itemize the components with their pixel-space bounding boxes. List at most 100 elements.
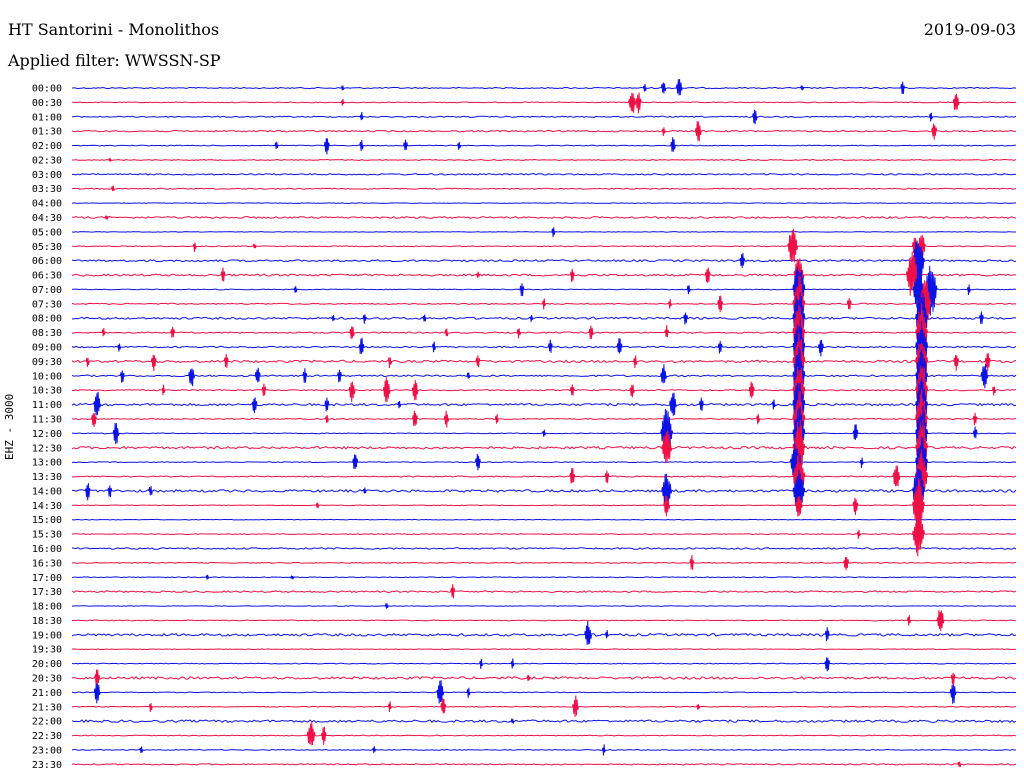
trace-line [71,417,1017,421]
tick-label: 17:30 [32,587,62,598]
event-burst [978,311,984,324]
event-burst [551,227,556,238]
tick-label: 17:00 [32,573,62,584]
event-burst [254,367,261,383]
trace-line [71,691,1017,694]
event-burst [384,602,389,609]
tick-label: 05:30 [32,242,62,253]
trace-line [71,259,1017,263]
event-burst [510,717,515,725]
event-burst [403,139,408,151]
trace-line [71,345,1017,349]
event-burst [466,372,471,379]
event-burst [110,185,115,192]
tick-label: 09:00 [32,343,62,354]
event-burst [683,312,689,325]
event-burst [824,657,831,672]
event-burst [663,495,671,517]
event-burst [670,137,676,152]
trace-line [71,158,1017,161]
trace-line [71,129,1017,133]
event-burst [274,141,279,149]
trace-line [71,231,1017,233]
trace-line [71,475,1017,478]
event-burst [223,353,229,368]
trace-line [71,461,1017,464]
tick-label: 01:00 [32,112,62,123]
tick-label-group: 00:00 00:30 01:00 01:30 02:00 02:30 03:00 03:30… [32,84,62,771]
tick-label: 08:30 [32,328,62,339]
event-burst [984,353,991,371]
event-burst [519,283,525,297]
event-burst [616,338,623,354]
event-burst [542,429,546,437]
event-burst [324,397,330,412]
event-burst [800,84,804,92]
event-burst [661,473,673,510]
event-burst [251,397,258,414]
event-burst [107,157,112,163]
trace-line [71,101,1017,104]
event-burst [510,658,515,669]
trace-line [71,518,1017,521]
tick-label: 04:30 [32,213,62,224]
event-burst [93,682,101,704]
tick-label: 02:30 [32,155,62,166]
trace-line [71,389,1017,392]
event-burst [949,684,957,704]
event-burst [915,349,929,404]
event-burst [794,495,803,517]
tick-label: 18:30 [32,616,62,627]
event-burst [931,123,938,140]
event-burst [604,630,609,639]
event-burst [112,422,120,445]
event-burst [852,424,859,440]
event-burst [359,139,364,152]
trace-line [71,763,1017,766]
event-burst [980,363,989,389]
tick-label: 08:00 [32,314,62,325]
tick-label: 09:30 [32,357,62,368]
event-burst [94,669,101,688]
event-burst [601,744,606,756]
event-burst [474,453,481,471]
event-burst [824,627,830,642]
event-burst [362,487,367,494]
event-burst [660,82,667,94]
event-burst [148,703,153,712]
event-burst [84,483,91,501]
event-burst [661,430,673,464]
trace-line [71,489,1017,493]
trace-line [71,705,1017,708]
trace-line [71,590,1017,594]
trace-line [71,719,1017,724]
station-title: HT Santorini - Monolithos [8,20,220,39]
event-burst [494,414,499,424]
event-burst [359,112,364,121]
event-burst [382,377,391,403]
trace-line [71,173,1017,176]
event-burst [717,340,723,354]
event-burst [771,399,776,410]
event-burst [542,298,546,310]
event-burst [170,326,176,338]
channel-label: EHZ - 3000 [3,393,16,460]
event-burst [642,83,647,92]
trace-line [71,187,1017,190]
trace-line [71,144,1017,147]
event-burst [161,384,166,396]
event-burst [529,315,534,322]
trace-line [71,561,1017,564]
event-burst [192,242,197,252]
event-burst [852,497,859,515]
event-burst [629,384,635,398]
event-burst [846,297,852,310]
tick-label: 19:30 [32,645,62,656]
event-burst [907,615,911,626]
trace-line [71,619,1017,622]
trace-line [71,115,1017,118]
event-burst [752,109,758,125]
event-burst [91,413,97,428]
tick-label: 22:00 [32,717,62,728]
tick-label: 14:00 [32,486,62,497]
